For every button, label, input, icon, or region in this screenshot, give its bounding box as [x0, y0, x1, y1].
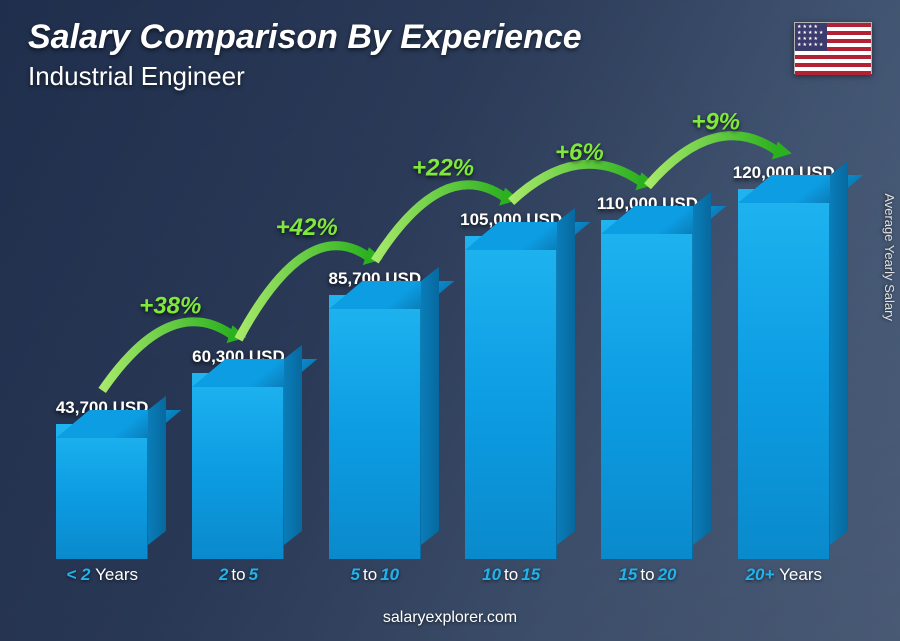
chart-title: Salary Comparison By Experience: [28, 18, 582, 57]
x-axis-label: 2to5: [179, 565, 298, 585]
x-axis-label: 10to15: [452, 565, 571, 585]
bar-1: 60,300 USD: [179, 110, 298, 559]
y-axis-label: Average Yearly Salary: [883, 193, 898, 321]
bar-3: 105,000 USD: [452, 110, 571, 559]
bar-0: 43,700 USD: [43, 110, 162, 559]
bar-5: 120,000 USD: [725, 110, 844, 559]
bar-4: 110,000 USD: [588, 110, 707, 559]
x-axis-label: < 2 Years: [43, 565, 162, 585]
chart-subtitle: Industrial Engineer: [28, 61, 582, 92]
x-axis-label: 20+ Years: [725, 565, 844, 585]
footer-attribution: salaryexplorer.com: [0, 609, 900, 627]
x-axis-label: 5to10: [316, 565, 435, 585]
bar-2: 85,700 USD: [316, 110, 435, 559]
chart-header: Salary Comparison By Experience Industri…: [28, 18, 582, 92]
bar-chart: 43,700 USD 60,300 USD 85,700 USD 105,000…: [34, 110, 852, 585]
country-flag-icon: [794, 22, 872, 74]
x-axis-label: 15to20: [588, 565, 707, 585]
